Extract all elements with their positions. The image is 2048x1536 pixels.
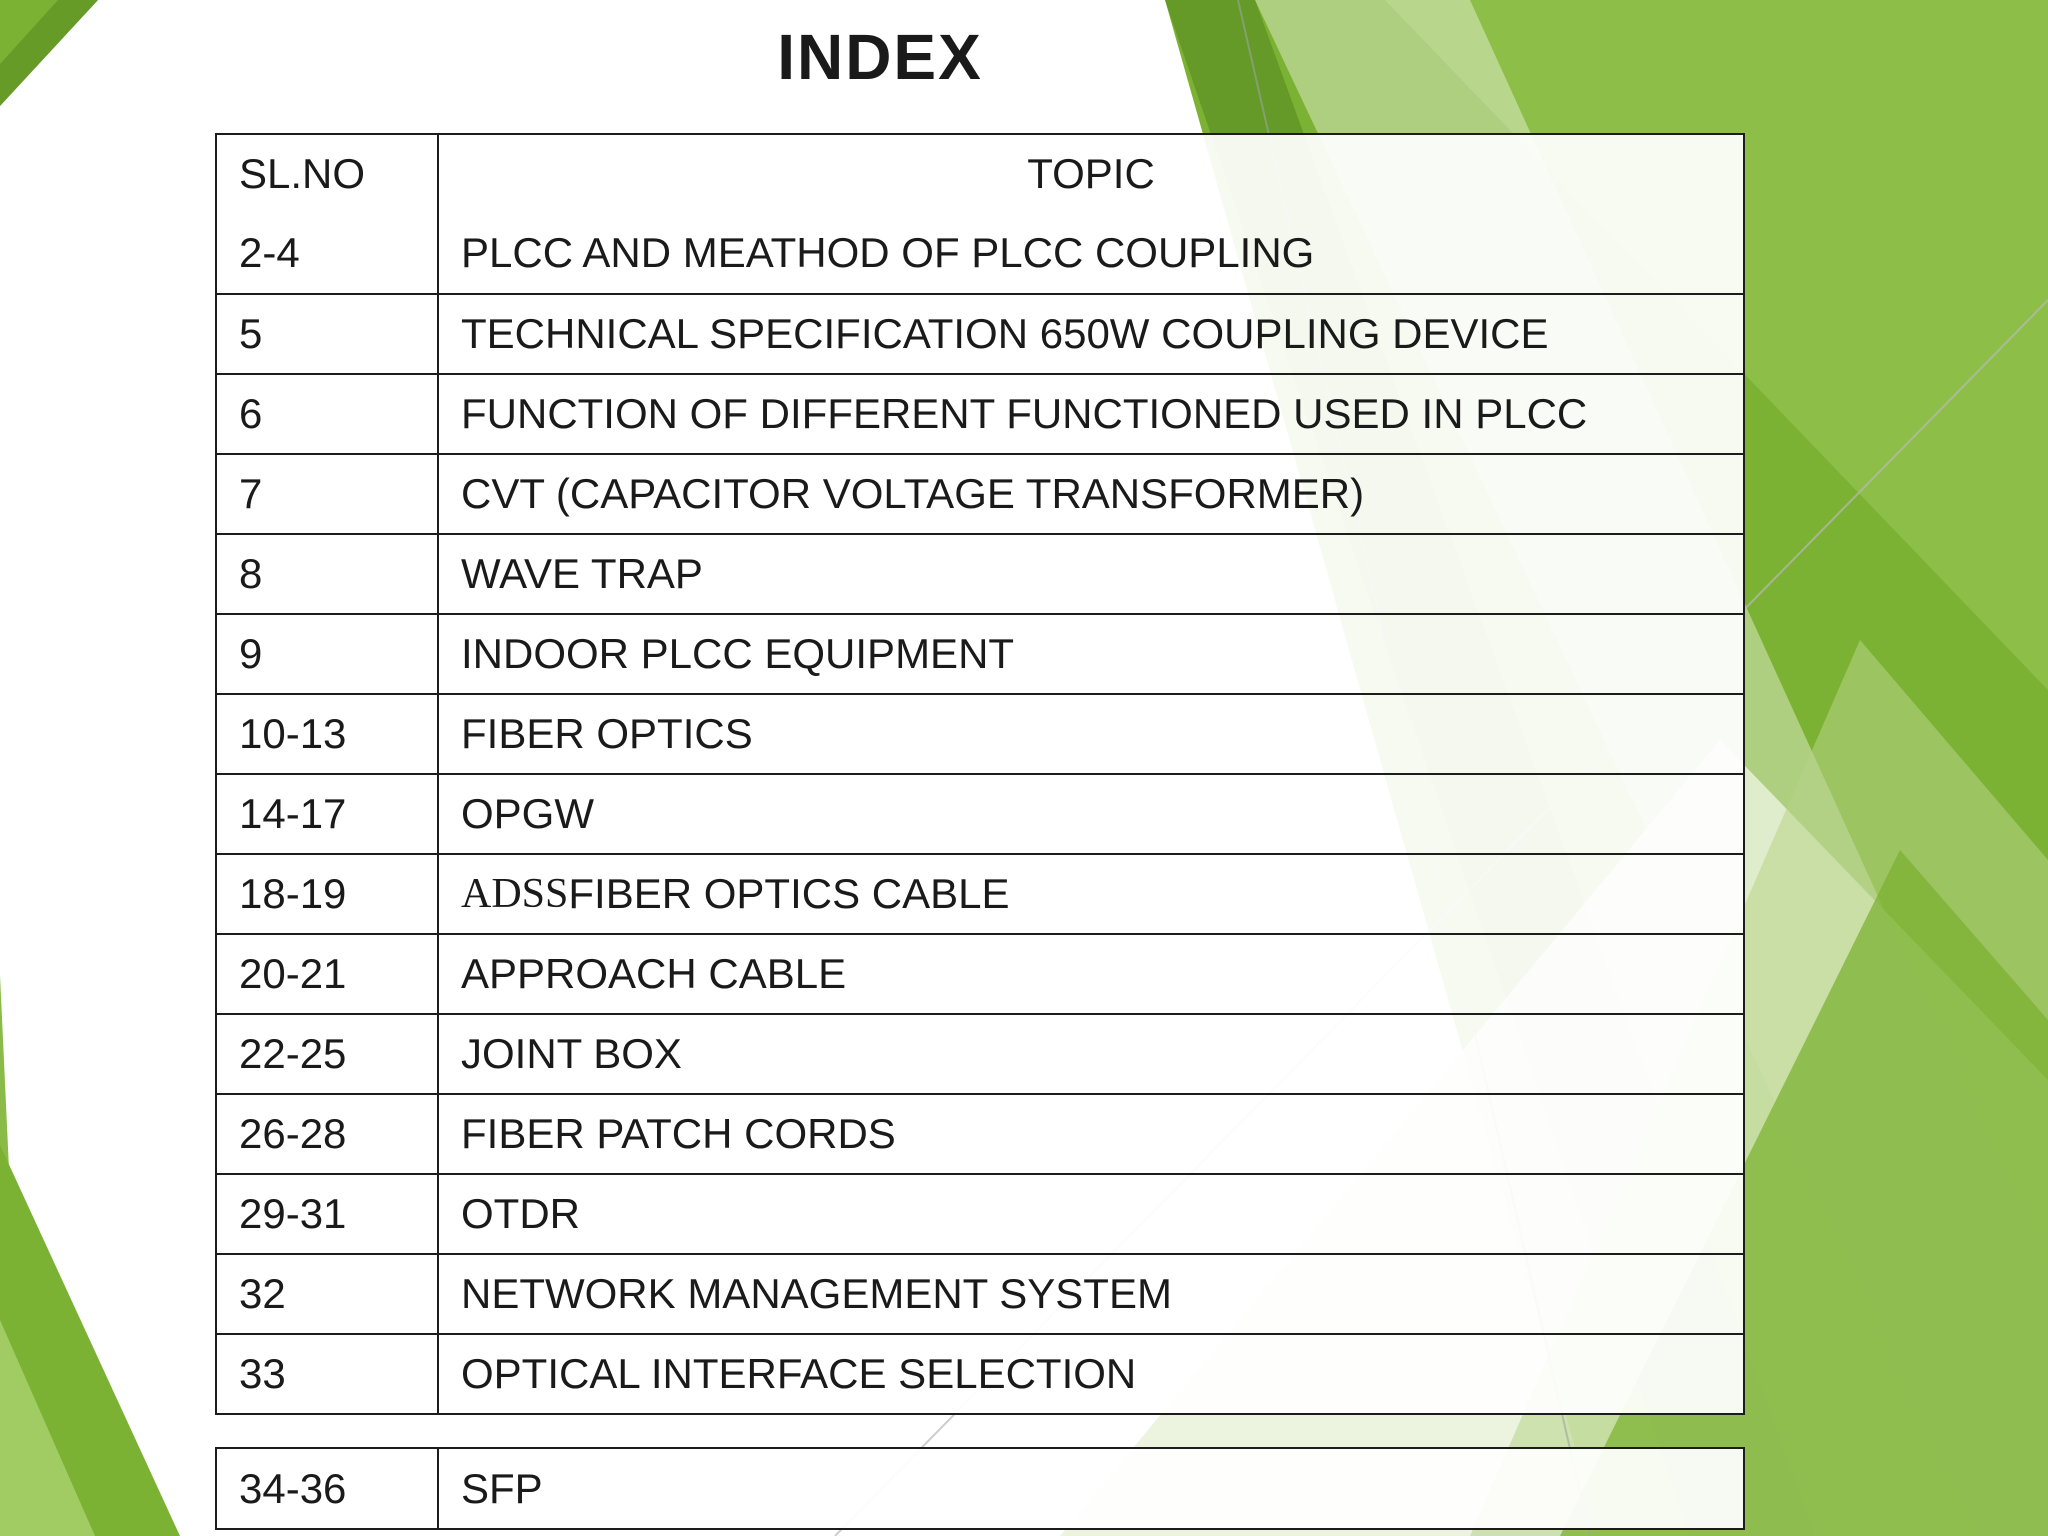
slno-cell: 7 [217, 455, 439, 533]
topic-text: OPTICAL INTERFACE SELECTION [461, 1350, 1137, 1397]
topic-cell: ADSS FIBER OPTICS CABLE [439, 855, 1743, 933]
table-row: 33 OPTICAL INTERFACE SELECTION [217, 1333, 1743, 1413]
topic-text: APPROACH CABLE [461, 950, 847, 997]
topic-cell: SFP [439, 1449, 1743, 1528]
topic-cell: FIBER OPTICS [439, 695, 1743, 773]
slno-cell: 6 [217, 375, 439, 453]
topic-text: WAVE TRAP [461, 550, 703, 597]
index-table-body: 2-4 PLCC AND MEATHOD OF PLCC COUPLING 5 … [217, 213, 1743, 1413]
topic-cell: WAVE TRAP [439, 535, 1743, 613]
slide-title: INDEX [777, 21, 983, 93]
topic-cell: FUNCTION OF DIFFERENT FUNCTIONED USED IN… [439, 375, 1743, 453]
topic-text: NETWORK MANAGEMENT SYSTEM [461, 1270, 1172, 1317]
slno-cell: 8 [217, 535, 439, 613]
topic-serif-prefix: ADSS [461, 871, 569, 917]
topic-text: JOINT BOX [461, 1030, 682, 1077]
index-table: SL.NO TOPIC 2-4 PLCC AND MEATHOD OF PLCC… [215, 133, 1745, 1415]
topic-cell: PLCC AND MEATHOD OF PLCC COUPLING [439, 213, 1743, 293]
topic-text: FIBER PATCH CORDS [461, 1110, 896, 1157]
topic-cell: TECHNICAL SPECIFICATION 650W COUPLING DE… [439, 295, 1743, 373]
slno-cell: 5 [217, 295, 439, 373]
column-header-topic: TOPIC [1027, 150, 1155, 197]
column-header-slno: SL.NO [217, 135, 439, 213]
topic-text: INDOOR PLCC EQUIPMENT [461, 630, 1015, 677]
topic-text: FIBER OPTICS [461, 710, 753, 757]
slno-cell: 32 [217, 1255, 439, 1333]
table-row: 2-4 PLCC AND MEATHOD OF PLCC COUPLING [217, 213, 1743, 293]
topic-cell: JOINT BOX [439, 1015, 1743, 1093]
table-row: 8 WAVE TRAP [217, 533, 1743, 613]
table-row: 10-13 FIBER OPTICS [217, 693, 1743, 773]
slno-cell: 29-31 [217, 1175, 439, 1253]
table-header-row: SL.NO TOPIC [217, 135, 1743, 213]
slno-cell: 2-4 [217, 213, 439, 293]
topic-text: CVT (CAPACITOR VOLTAGE TRANSFORMER) [461, 470, 1365, 517]
table-row: 20-21 APPROACH CABLE [217, 933, 1743, 1013]
topic-text: FUNCTION OF DIFFERENT FUNCTIONED USED IN… [461, 390, 1588, 437]
topic-cell: INDOOR PLCC EQUIPMENT [439, 615, 1743, 693]
topic-cell: FIBER PATCH CORDS [439, 1095, 1743, 1173]
slno-cell: 22-25 [217, 1015, 439, 1093]
table-row: 32 NETWORK MANAGEMENT SYSTEM [217, 1253, 1743, 1333]
slno-cell: 9 [217, 615, 439, 693]
slno-cell: 33 [217, 1335, 439, 1413]
table-row: 29-31 OTDR [217, 1173, 1743, 1253]
table-row: 7 CVT (CAPACITOR VOLTAGE TRANSFORMER) [217, 453, 1743, 533]
table-row: 26-28 FIBER PATCH CORDS [217, 1093, 1743, 1173]
slno-cell: 14-17 [217, 775, 439, 853]
topic-cell: NETWORK MANAGEMENT SYSTEM [439, 1255, 1743, 1333]
topic-text: SFP [461, 1464, 543, 1512]
topic-cell: OPGW [439, 775, 1743, 853]
topic-text: FIBER OPTICS CABLE [568, 870, 1010, 917]
slno-cell: 26-28 [217, 1095, 439, 1173]
table-row: 14-17 OPGW [217, 773, 1743, 853]
topic-text: OTDR [461, 1190, 580, 1237]
table-row: 34-36 SFP [217, 1449, 1743, 1528]
table-row: 6 FUNCTION OF DIFFERENT FUNCTIONED USED … [217, 373, 1743, 453]
slno-cell: 20-21 [217, 935, 439, 1013]
topic-cell: OTDR [439, 1175, 1743, 1253]
slno-cell: 10-13 [217, 695, 439, 773]
topic-cell: CVT (CAPACITOR VOLTAGE TRANSFORMER) [439, 455, 1743, 533]
table-row: 5 TECHNICAL SPECIFICATION 650W COUPLING … [217, 293, 1743, 373]
slno-cell: 18-19 [217, 855, 439, 933]
slno-cell: 34-36 [217, 1449, 439, 1528]
topic-text: TECHNICAL SPECIFICATION 650W COUPLING DE… [461, 310, 1549, 357]
table-row: 22-25 JOINT BOX [217, 1013, 1743, 1093]
topic-text: OPGW [461, 790, 594, 837]
table-row: 9 INDOOR PLCC EQUIPMENT [217, 613, 1743, 693]
table-row: 18-19 ADSS FIBER OPTICS CABLE [217, 853, 1743, 933]
topic-text: PLCC AND MEATHOD OF PLCC COUPLING [461, 229, 1315, 276]
index-table-continued: 34-36 SFP [215, 1447, 1745, 1530]
topic-cell: OPTICAL INTERFACE SELECTION [439, 1335, 1743, 1413]
topic-cell: APPROACH CABLE [439, 935, 1743, 1013]
